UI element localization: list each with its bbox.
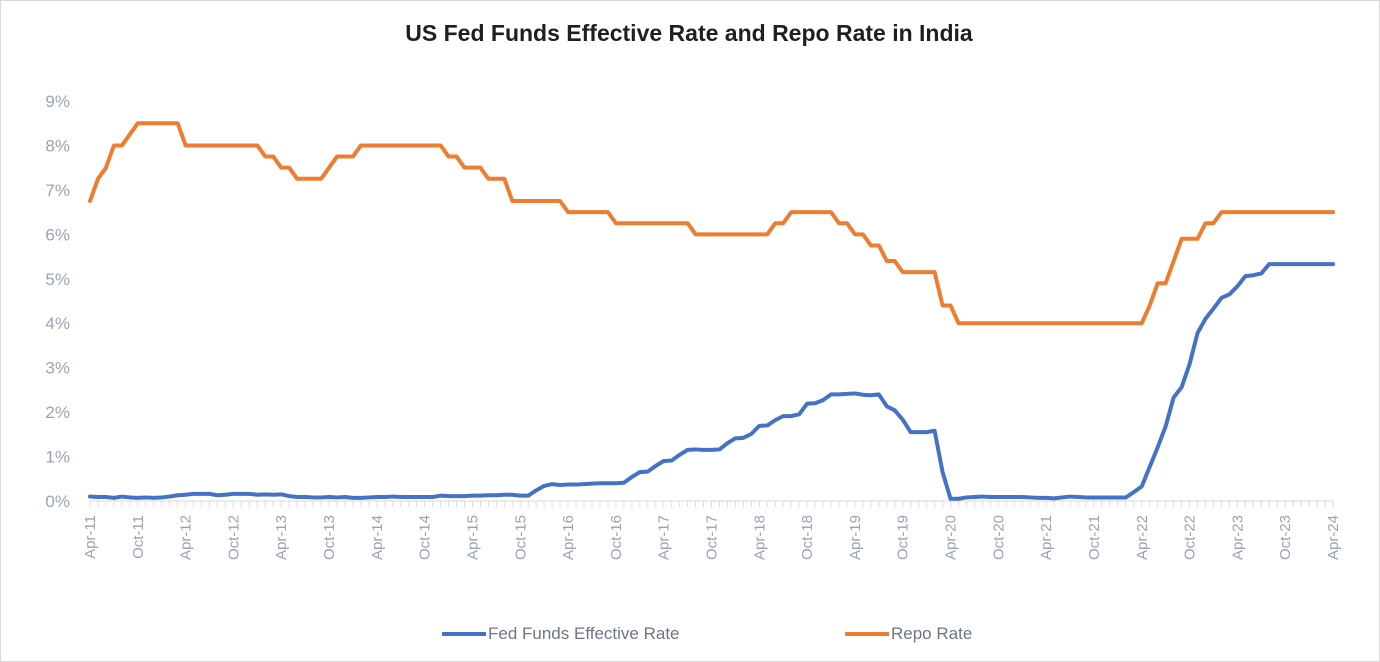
x-tick-label: Apr-18: [751, 515, 768, 560]
legend-label-fed-funds: Fed Funds Effective Rate: [488, 624, 680, 643]
x-tick-label: Oct-12: [225, 515, 242, 560]
x-tick-label: Oct-16: [608, 515, 625, 560]
x-tick-label: Oct-19: [895, 515, 912, 560]
x-tick-label: Oct-21: [1086, 515, 1103, 560]
y-tick-label: 5%: [45, 270, 70, 289]
x-tick-label: Apr-23: [1229, 515, 1246, 560]
x-axis: Apr-11 Oct-11 Apr-12 Oct-12 Apr-13 Oct-13 Apr-…: [82, 500, 1342, 560]
x-tick-label: Apr-16: [560, 515, 577, 560]
y-tick-label: 7%: [45, 181, 70, 200]
y-tick-label: 3%: [45, 359, 70, 378]
y-tick-label: 1%: [45, 448, 70, 467]
legend-label-repo-rate: Repo Rate: [891, 624, 973, 643]
y-tick-label: 6%: [45, 225, 70, 244]
x-tick-label: Apr-21: [1038, 515, 1055, 560]
legend-item-fed-funds: Fed Funds Effective Rate: [442, 624, 680, 644]
x-tick-label: Apr-11: [82, 515, 99, 559]
legend-item-repo-rate: Repo Rate: [845, 624, 972, 644]
x-tick-label: Apr-13: [273, 515, 290, 560]
x-tick-label: Oct-20: [990, 515, 1007, 560]
x-tick-label: Oct-14: [417, 515, 434, 560]
x-tick-label: Oct-23: [1277, 515, 1294, 560]
legend-swatch-fed-funds: [442, 632, 486, 636]
x-tick-label: Apr-19: [847, 515, 864, 560]
x-tick-label: Apr-24: [1325, 515, 1342, 560]
x-tick-label: Oct-18: [799, 515, 816, 560]
legend-swatch-repo-rate: [845, 632, 889, 636]
y-tick-label: 8%: [45, 136, 70, 155]
series-line-repo-rate: [88, 121, 1335, 326]
y-tick-label: 0%: [45, 492, 70, 511]
x-tick-label: Apr-15: [464, 515, 481, 560]
y-tick-label: 4%: [45, 314, 70, 333]
y-axis: 0% 1% 2% 3% 4% 5% 6% 7% 8% 9%: [45, 92, 70, 511]
x-tick-label: Apr-22: [1134, 515, 1151, 560]
x-tick-label: Oct-11: [130, 515, 147, 559]
y-tick-label: 2%: [45, 403, 70, 422]
x-tick-label: Apr-12: [178, 515, 195, 560]
x-tick-label: Oct-22: [1182, 515, 1199, 560]
chart-title: US Fed Funds Effective Rate and Repo Rat…: [405, 20, 973, 46]
x-tick-label: Oct-13: [321, 515, 338, 560]
x-tick-label: Oct-17: [704, 515, 721, 560]
y-tick-label: 9%: [45, 92, 70, 111]
x-tick-label: Oct-15: [512, 515, 529, 560]
x-tick-label: Apr-20: [943, 515, 960, 560]
x-tick-label: Apr-17: [656, 515, 673, 560]
series-line-fed-funds-effective-rate: [88, 262, 1335, 501]
x-tick-label: Apr-14: [369, 515, 386, 560]
series-lines: [88, 121, 1335, 501]
